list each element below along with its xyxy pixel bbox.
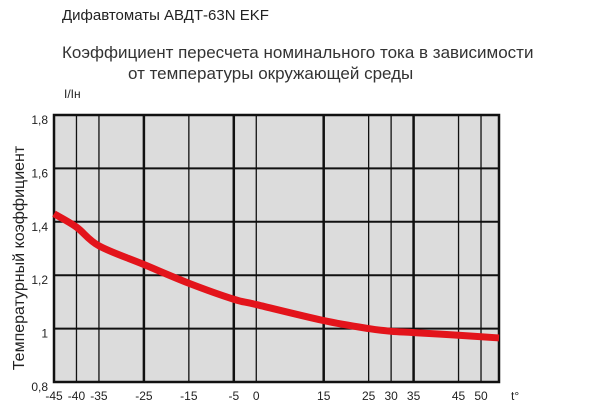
x-tick-label: -15 xyxy=(180,389,198,403)
x-tick-label: 50 xyxy=(474,389,488,403)
x-tick-label: -35 xyxy=(90,389,108,403)
y-tick-label: 1,4 xyxy=(31,220,48,234)
x-tick-label: -25 xyxy=(135,389,153,403)
x-axis-label: t° xyxy=(511,389,519,403)
x-tick-label: 15 xyxy=(317,389,331,403)
x-tick-label: -5 xyxy=(228,389,239,403)
y-unit-label: I/Iн xyxy=(64,87,81,101)
chart-subtitle-line2: от температуры окружающей среды xyxy=(128,64,414,83)
y-tick-label: 1,2 xyxy=(31,273,48,287)
x-tick-label: 0 xyxy=(253,389,260,403)
x-tick-label: 35 xyxy=(407,389,421,403)
y-axis-label: Температурный коэффициент xyxy=(11,145,28,370)
plot-area xyxy=(54,115,499,382)
y-tick-label: 0,8 xyxy=(31,380,48,394)
x-tick-label: -40 xyxy=(68,389,86,403)
plot-border xyxy=(52,113,501,384)
x-tick-label: -45 xyxy=(45,389,63,403)
x-tick-label: 25 xyxy=(362,389,376,403)
x-tick-label: 45 xyxy=(452,389,466,403)
y-tick-label: 1,6 xyxy=(31,166,48,180)
y-tick-label: 1 xyxy=(41,327,48,341)
chart-title: Дифавтоматы АВДТ-63N EKF xyxy=(62,7,269,24)
chart-subtitle-line1: Коэффициент пересчета номинального тока … xyxy=(62,43,534,62)
y-tick-label: 1,8 xyxy=(31,113,48,127)
x-tick-label: 30 xyxy=(384,389,398,403)
